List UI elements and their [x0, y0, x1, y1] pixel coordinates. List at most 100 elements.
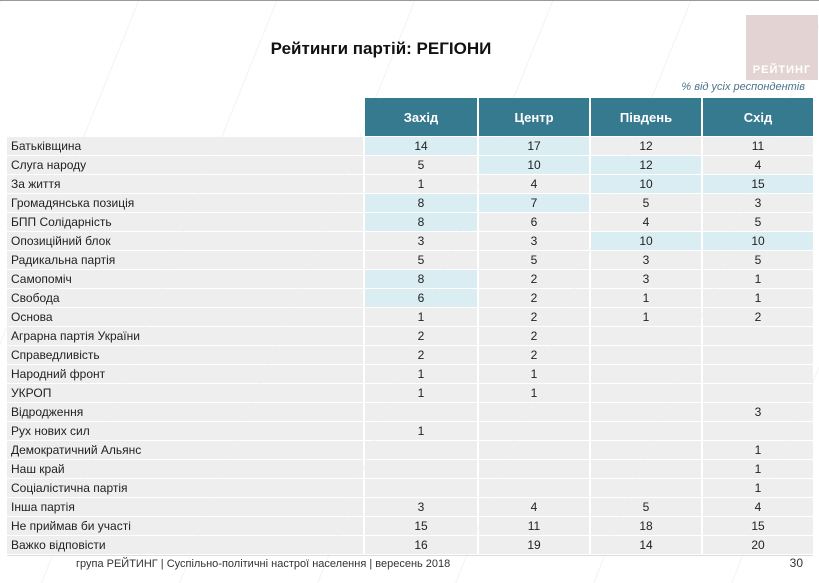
logo-text: РЕЙТИНГ — [752, 64, 812, 76]
value-cell: 3 — [703, 194, 813, 212]
value-cell: 2 — [479, 308, 589, 326]
value-cell: 5 — [703, 213, 813, 231]
value-cell: 1 — [365, 422, 477, 440]
table-row: Демократичний Альянс 1 — [7, 441, 813, 459]
table-row: Самопоміч 8 2 3 1 — [7, 270, 813, 288]
table-row: Опозиційний блок 3 3 10 10 — [7, 232, 813, 250]
regions-table: Захід Центр Південь Схід Батьківщина 14 17… — [7, 98, 813, 556]
table-row: Батьківщина 14 17 12 11 — [7, 137, 813, 155]
value-cell — [703, 365, 813, 383]
value-cell: 1 — [365, 365, 477, 383]
party-label: Самопоміч — [7, 270, 363, 288]
value-cell — [479, 403, 589, 421]
value-cell: 3 — [365, 498, 477, 516]
value-cell: 2 — [479, 270, 589, 288]
value-cell: 14 — [591, 536, 701, 554]
value-cell: 3 — [591, 251, 701, 269]
page-title: Рейтинги партій: РЕГІОНИ — [270, 39, 492, 58]
value-cell: 10 — [479, 156, 589, 174]
table-row: Народний фронт 1 1 — [7, 365, 813, 383]
value-cell — [479, 479, 589, 497]
value-cell: 4 — [703, 498, 813, 516]
value-cell: 14 — [365, 137, 477, 155]
value-cell: 19 — [479, 536, 589, 554]
column-header-center: Центр — [479, 98, 589, 136]
value-cell: 17 — [479, 137, 589, 155]
party-label: За життя — [7, 175, 363, 193]
table-row: Основа 1 2 1 2 — [7, 308, 813, 326]
party-label: Слуга народу — [7, 156, 363, 174]
party-label: Опозиційний блок — [7, 232, 363, 250]
table-row: Справедливість 2 2 — [7, 346, 813, 364]
value-cell: 12 — [591, 156, 701, 174]
value-cell — [479, 460, 589, 478]
value-cell: 5 — [591, 498, 701, 516]
value-cell: 2 — [479, 346, 589, 364]
party-label: Наш край — [7, 460, 363, 478]
value-cell: 6 — [479, 213, 589, 231]
value-cell: 3 — [703, 403, 813, 421]
value-cell: 4 — [479, 175, 589, 193]
party-label: Соціалістична партія — [7, 479, 363, 497]
party-label: Аграрна партія України — [7, 327, 363, 345]
header-spacer — [7, 98, 363, 136]
value-cell: 18 — [591, 517, 701, 535]
value-cell: 10 — [591, 232, 701, 250]
table-row: Рух нових сил 1 — [7, 422, 813, 440]
value-cell: 5 — [365, 251, 477, 269]
value-cell — [365, 403, 477, 421]
value-cell: 4 — [479, 498, 589, 516]
value-cell — [591, 365, 701, 383]
value-cell — [591, 441, 701, 459]
value-cell: 2 — [479, 289, 589, 307]
table-row: За життя 1 4 10 15 — [7, 175, 813, 193]
table-row: Соціалістична партія 1 — [7, 479, 813, 497]
footer-text: група РЕЙТИНГ | Суспільно-політичні наст… — [76, 558, 451, 570]
value-cell — [591, 403, 701, 421]
value-cell: 3 — [591, 270, 701, 288]
value-cell — [591, 384, 701, 402]
value-cell: 5 — [591, 194, 701, 212]
party-label: Батьківщина — [7, 137, 363, 155]
value-cell — [365, 479, 477, 497]
party-label: Відродження — [7, 403, 363, 421]
rating-group-logo: РЕЙТИНГ — [746, 15, 818, 80]
value-cell: 1 — [365, 308, 477, 326]
column-header-south: Південь — [591, 98, 701, 136]
party-label: Не приймав би участі — [7, 517, 363, 535]
party-label: Справедливість — [7, 346, 363, 364]
party-label: Свобода — [7, 289, 363, 307]
value-cell: 8 — [365, 270, 477, 288]
value-cell: 4 — [591, 213, 701, 231]
value-cell: 20 — [703, 536, 813, 554]
value-cell: 2 — [365, 327, 477, 345]
table-header-row: Захід Центр Південь Схід — [7, 98, 813, 136]
table-row: Радикальна партія 5 5 3 5 — [7, 251, 813, 269]
value-cell — [365, 460, 477, 478]
value-cell: 2 — [479, 327, 589, 345]
column-header-west: Захід — [365, 98, 477, 136]
value-cell: 1 — [365, 384, 477, 402]
value-cell: 12 — [591, 137, 701, 155]
value-cell: 1 — [703, 270, 813, 288]
value-cell — [591, 422, 701, 440]
value-cell — [479, 441, 589, 459]
table-body: Батьківщина 14 17 12 11 Слуга народу 5 10 12 4 За … — [7, 137, 813, 554]
value-cell: 1 — [703, 289, 813, 307]
table-row: УКРОП 1 1 — [7, 384, 813, 402]
value-cell: 2 — [365, 346, 477, 364]
table-row: Не приймав би участі 15 11 18 15 — [7, 517, 813, 535]
value-cell: 1 — [479, 365, 589, 383]
table-row: Свобода 6 2 1 1 — [7, 289, 813, 307]
value-cell: 5 — [365, 156, 477, 174]
value-cell: 8 — [365, 194, 477, 212]
table-row: Важко відповісти 16 19 14 20 — [7, 536, 813, 554]
value-cell: 1 — [703, 460, 813, 478]
value-cell — [703, 422, 813, 440]
party-label: Народний фронт — [7, 365, 363, 383]
value-cell — [703, 346, 813, 364]
table-row: БПП Солідарність 8 6 4 5 — [7, 213, 813, 231]
value-cell — [365, 441, 477, 459]
party-label: УКРОП — [7, 384, 363, 402]
value-cell: 10 — [703, 232, 813, 250]
